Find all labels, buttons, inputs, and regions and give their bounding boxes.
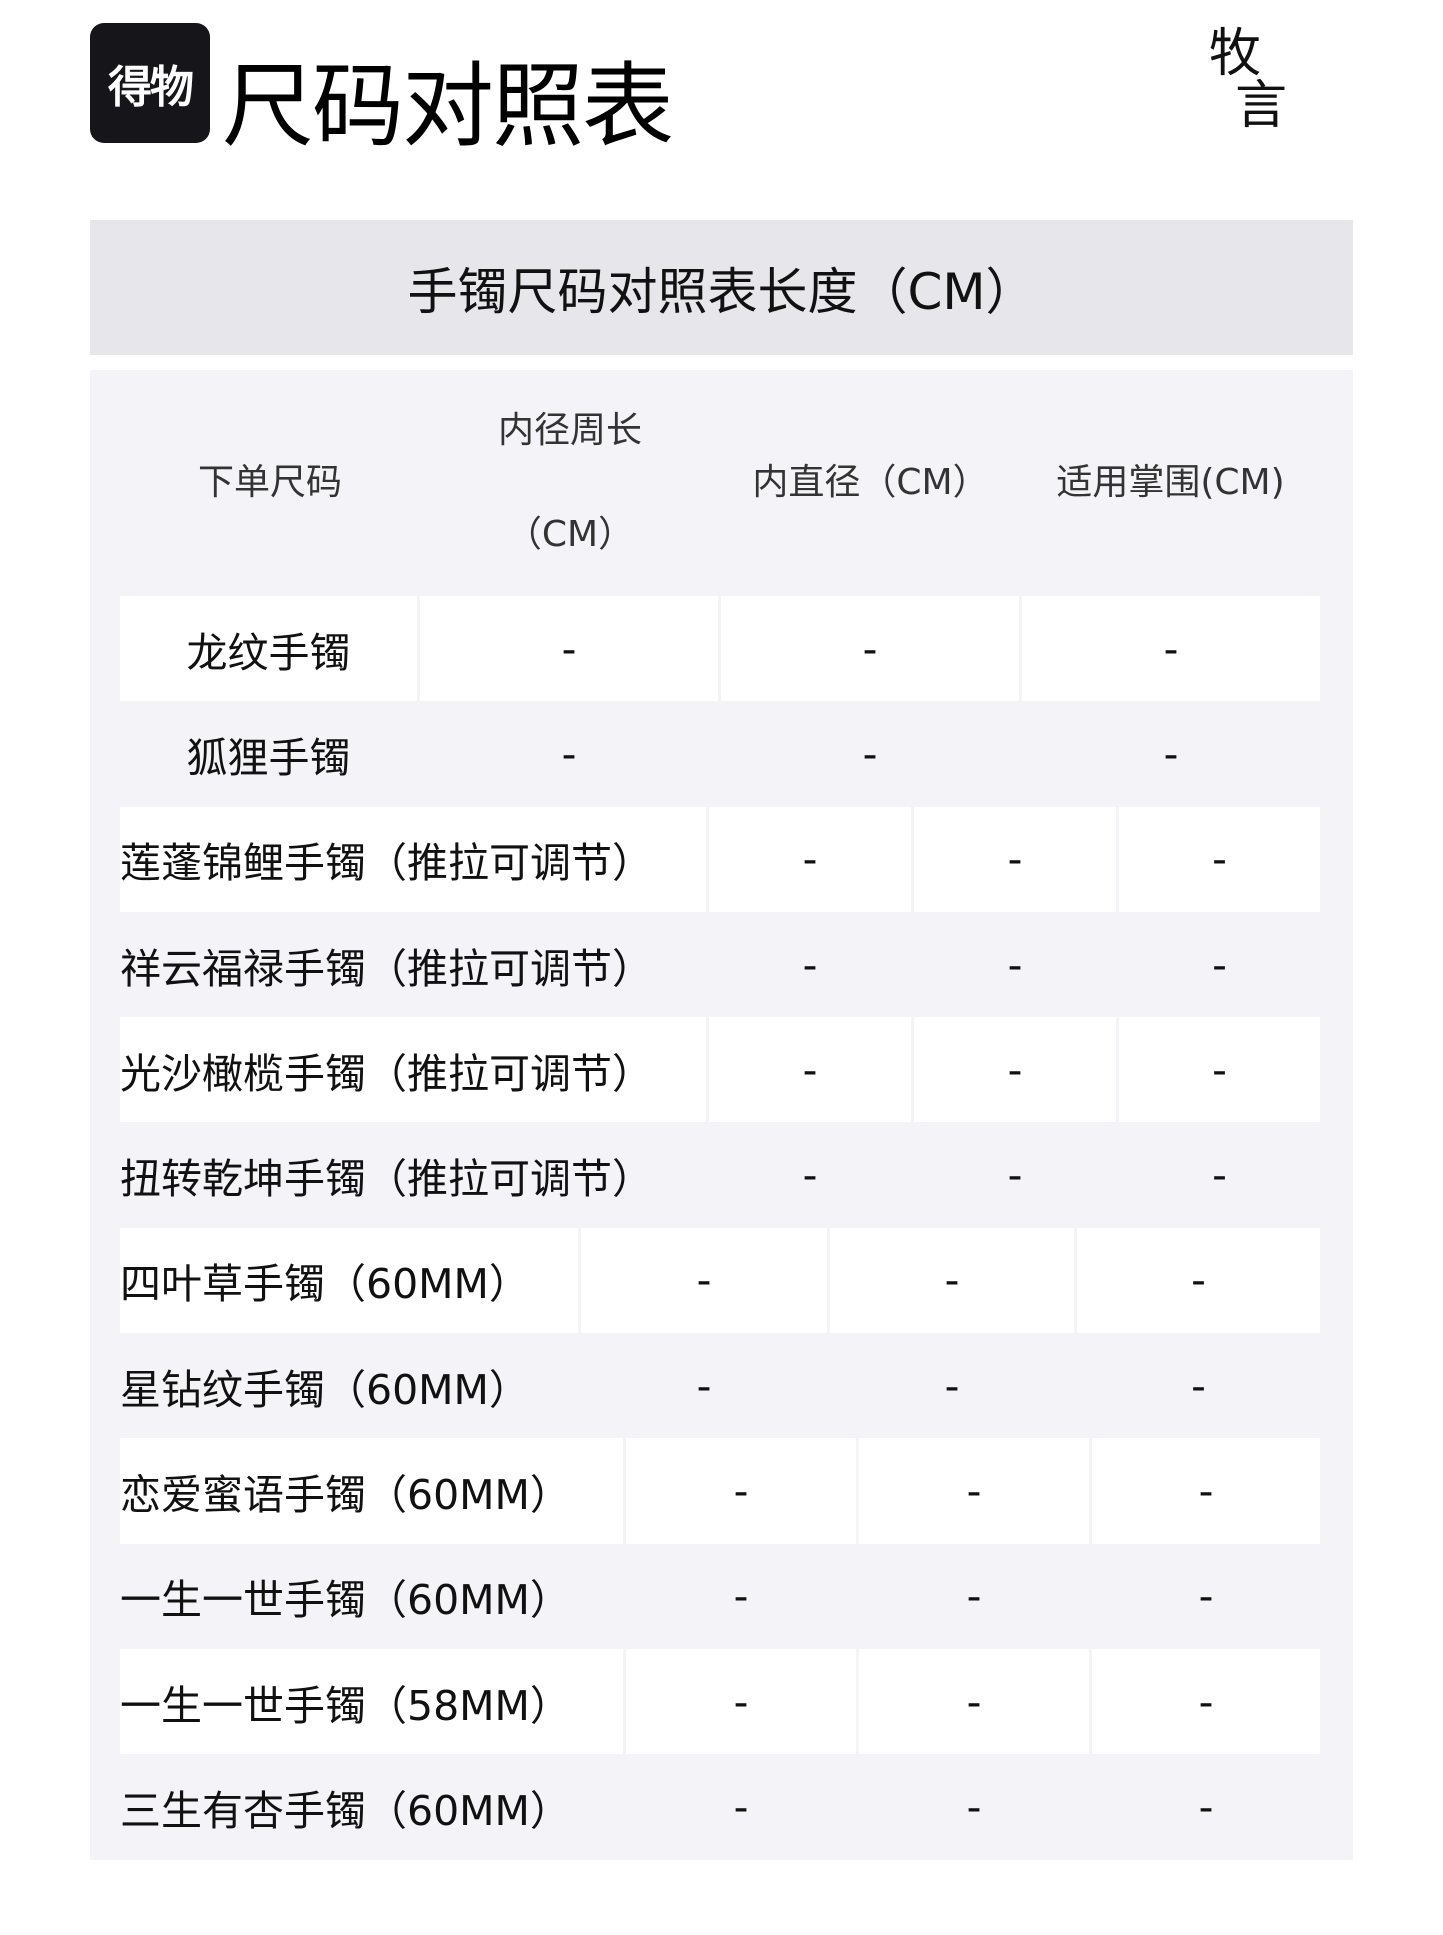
table-row: 龙纹手镯 - - - [120,596,1320,702]
table-row: 光沙橄榄手镯（推拉可调节） - - - [120,1017,1320,1123]
table-row: 扭转乾坤手镯（推拉可调节） - - - [120,1122,1320,1227]
value-cell: - [1119,1017,1320,1123]
column-header: 适用掌围(CM) [1056,461,1285,503]
column-header: 内径周长 （CM） [420,370,720,595]
section-title-text: 手镯尺码对照表长度（CM） [407,262,1036,321]
signature-logo: 牧 言 [1205,28,1305,138]
size-name-cell: 莲蓬锦鲤手镯（推拉可调节） [120,806,706,912]
logo-text: 得物 [108,62,194,113]
size-name-cell: 狐狸手镯 [186,733,351,782]
value-cell: - [859,1438,1089,1544]
size-name-cell: 一生一世手镯（58MM） [120,1648,623,1755]
size-name-cell: 光沙橄榄手镯（推拉可调节） [120,1017,706,1123]
value-cell: - [626,1648,856,1755]
value-cell: - [733,1572,749,1621]
value-cell: - [1092,1648,1320,1755]
size-table: 下单尺码 内径周长 （CM） 内直径（CM） 适用掌围(CM) 龙纹手镯 - - - 狐狸… [90,370,1353,1860]
table-row: 三生有杏手镯（60MM） - - - [120,1754,1320,1859]
value-cell: - [561,729,577,778]
table-row: 四叶草手镯（60MM） - - - [120,1227,1320,1334]
value-cell: - [733,1782,749,1831]
table-header: 下单尺码 内径周长 （CM） 内直径（CM） 适用掌围(CM) [120,370,1320,595]
value-cell: - [1191,1361,1206,1410]
table-row: 一生一世手镯（60MM） - - - [120,1544,1320,1649]
brand-logo: 得物 [90,23,210,143]
size-name-cell: 龙纹手镯 [120,596,417,702]
value-cell: - [1163,729,1179,778]
size-name-cell: 星钻纹手镯（60MM） [120,1365,530,1414]
value-cell: - [1198,1782,1214,1831]
value-cell: - [1007,940,1023,989]
column-header: 下单尺码 [197,461,342,503]
page-title: 尺码对照表 [222,53,674,160]
size-name-cell: 四叶草手镯（60MM） [120,1227,578,1334]
value-cell: - [1212,940,1227,989]
value-cell: - [1022,596,1320,702]
size-name-cell: 三生有杏手镯（60MM） [120,1786,571,1835]
value-cell: - [1092,1438,1320,1544]
value-cell: - [1007,1151,1023,1200]
value-cell: - [626,1438,856,1544]
table-body: 龙纹手镯 - - - 狐狸手镯 - - - 莲蓬锦鲤手镯（推拉可调节） - - - 祥云福禄手镯（推拉可… [120,596,1320,1860]
size-name-cell: 恋爱蜜语手镯（60MM） [120,1438,623,1544]
column-header: 内直径（CM） [752,461,989,503]
value-cell: - [830,1227,1074,1334]
value-cell: - [696,1361,712,1410]
value-cell: - [709,1017,911,1123]
size-name-cell: 扭转乾坤手镯（推拉可调节） [120,1155,653,1204]
value-cell: - [862,729,878,778]
size-name-cell: 祥云福禄手镯（推拉可调节） [120,944,653,993]
value-cell: - [966,1782,982,1831]
table-row: 一生一世手镯（58MM） - - - [120,1648,1320,1755]
table-row: 星钻纹手镯（60MM） - - - [120,1333,1320,1438]
value-cell: - [966,1572,982,1621]
value-cell: - [1077,1227,1320,1334]
section-title: 手镯尺码对照表长度（CM） [90,220,1353,355]
value-cell: - [420,596,718,702]
value-cell: - [1119,806,1320,912]
value-cell: - [914,806,1116,912]
value-cell: - [859,1648,1089,1755]
column-header-text: 内径周长 （CM） [497,409,642,555]
value-cell: - [1212,1151,1227,1200]
value-cell: - [709,806,911,912]
value-cell: - [802,940,818,989]
table-row: 恋爱蜜语手镯（60MM） - - - [120,1438,1320,1544]
signature-char: 言 [1235,76,1288,136]
size-name-cell: 一生一世手镯（60MM） [120,1576,571,1625]
signature-char: 牧 [1209,24,1262,84]
value-cell: - [721,596,1019,702]
value-cell: - [802,1151,818,1200]
value-cell: - [1198,1572,1214,1621]
table-row: 祥云福禄手镯（推拉可调节） - - - [120,912,1320,1017]
table-row: 莲蓬锦鲤手镯（推拉可调节） - - - [120,806,1320,912]
value-cell: - [944,1361,960,1410]
value-cell: - [914,1017,1116,1123]
table-row: 狐狸手镯 - - - [120,701,1320,806]
value-cell: - [581,1227,827,1334]
